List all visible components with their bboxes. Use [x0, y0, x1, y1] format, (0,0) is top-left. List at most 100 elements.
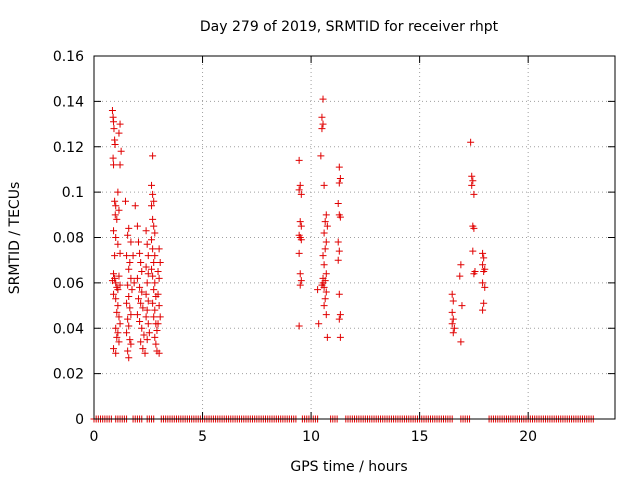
data-point: [115, 129, 123, 137]
data-point: [295, 322, 303, 330]
data-point: [151, 252, 159, 260]
data-point: [479, 306, 487, 314]
data-point: [144, 320, 152, 328]
data-point: [458, 302, 466, 310]
data-point: [319, 120, 327, 128]
y-tick-label: 0.14: [53, 94, 84, 110]
data-point: [113, 308, 121, 316]
data-point: [137, 299, 145, 307]
data-point: [116, 161, 124, 169]
data-point: [323, 333, 331, 341]
y-tick-label: 0.08: [53, 231, 84, 247]
data-point: [110, 270, 118, 278]
data-point: [144, 297, 152, 305]
data-point: [148, 181, 156, 189]
data-point: [111, 140, 119, 148]
data-point: [151, 279, 159, 287]
data-point: [139, 304, 147, 312]
chart-title: Day 279 of 2019, SRMTID for receiver rhp…: [200, 19, 499, 35]
y-tick-label: 0.02: [53, 367, 84, 383]
data-point: [321, 218, 329, 226]
data-point: [125, 354, 133, 362]
data-point: [137, 258, 145, 266]
data-point: [138, 288, 146, 296]
data-point: [479, 249, 487, 257]
data-point: [479, 279, 487, 287]
data-point: [320, 181, 328, 189]
data-point: [470, 270, 478, 278]
data-point: [150, 222, 158, 230]
data-point: [133, 274, 141, 282]
data-point: [334, 238, 342, 246]
data-point: [481, 283, 489, 291]
data-point: [296, 181, 304, 189]
data-point: [456, 272, 464, 280]
data-point: [108, 106, 116, 114]
data-point: [315, 320, 323, 328]
data-point: [319, 95, 327, 103]
data-point: [480, 268, 488, 276]
data-point: [113, 333, 121, 341]
data-point: [138, 268, 146, 276]
data-point: [467, 138, 475, 146]
data-point: [126, 304, 134, 312]
data-point: [117, 147, 125, 155]
data-point: [125, 224, 133, 232]
data-point: [109, 154, 117, 162]
data-point: [110, 125, 118, 133]
x-tick-label: 5: [198, 429, 207, 445]
data-point: [155, 274, 163, 282]
data-point: [137, 338, 145, 346]
data-point: [126, 258, 134, 266]
data-point: [143, 336, 151, 344]
data-point: [127, 340, 135, 348]
data-point: [322, 238, 330, 246]
data-point: [148, 202, 156, 210]
data-point: [457, 261, 465, 269]
data-point: [112, 202, 120, 210]
data-point: [124, 281, 132, 289]
data-point: [322, 211, 330, 219]
y-tick-label: 0.04: [53, 321, 84, 337]
y-axis-label: SRMTID / TECUs: [7, 182, 23, 295]
data-point: [124, 315, 132, 323]
data-point: [115, 338, 123, 346]
data-point: [334, 199, 342, 207]
data-point: [297, 236, 305, 244]
data-point: [335, 315, 343, 323]
data-point: [295, 156, 303, 164]
data-point: [115, 206, 123, 214]
data-point: [319, 274, 327, 282]
data-point: [322, 311, 330, 319]
data-point: [112, 234, 120, 241]
data-point: [143, 240, 151, 248]
data-point: [142, 313, 150, 321]
data-point: [296, 270, 304, 278]
data-point: [335, 163, 343, 171]
data-point: [108, 277, 116, 285]
data-point: [469, 177, 477, 185]
data-point: [112, 324, 120, 332]
data-point: [110, 161, 118, 169]
data-point: [480, 299, 488, 307]
data-point: [318, 113, 326, 121]
data-point: [317, 152, 325, 160]
data-point: [319, 252, 327, 260]
data-point: [130, 279, 138, 287]
data-point: [320, 302, 328, 310]
data-point: [295, 249, 303, 257]
data-point: [449, 297, 457, 305]
y-tick-label: 0.06: [53, 276, 84, 292]
data-point: [128, 286, 136, 294]
data-point: [321, 245, 329, 253]
data-point: [151, 229, 159, 237]
data-point: [468, 172, 476, 180]
data-point: [131, 202, 139, 210]
data-point: [297, 277, 305, 285]
data-point: [318, 125, 326, 133]
data-point: [111, 211, 119, 219]
data-point: [150, 258, 158, 266]
data-point: [155, 302, 163, 310]
data-point: [133, 311, 141, 319]
data-point: [151, 333, 159, 341]
